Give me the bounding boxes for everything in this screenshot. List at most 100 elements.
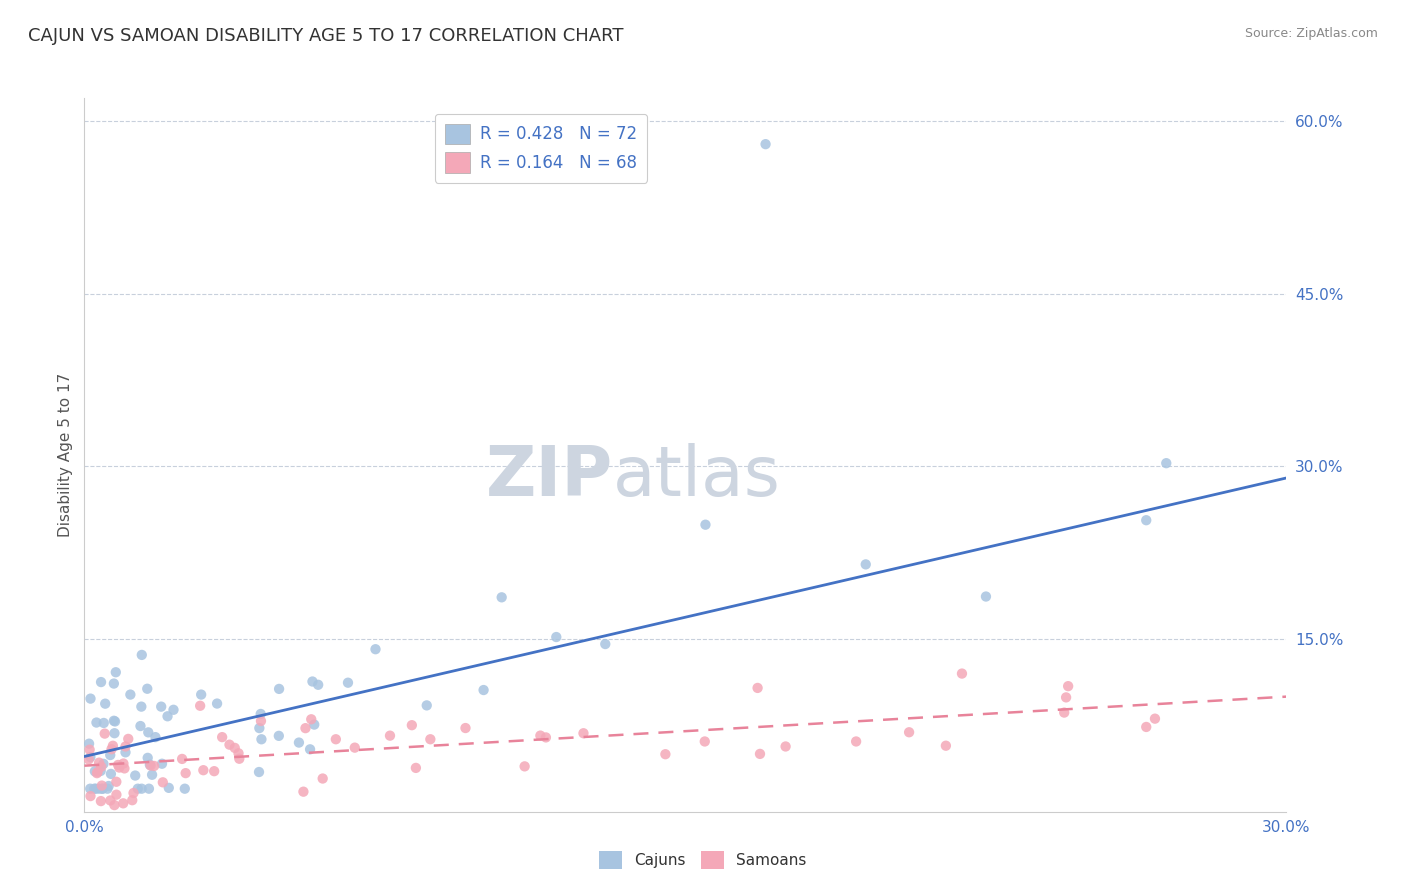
Point: [529, 729, 551, 743]
Point: [131, 781, 153, 796]
Point: [307, 678, 329, 692]
Point: [98, 793, 121, 807]
Point: [108, 760, 131, 774]
Point: [205, 697, 228, 711]
Point: [695, 517, 717, 532]
Point: [162, 703, 184, 717]
Point: [122, 786, 145, 800]
Point: [935, 739, 957, 753]
Point: [156, 709, 179, 723]
Text: atlas: atlas: [613, 442, 782, 510]
Point: [1143, 712, 1166, 726]
Point: [250, 714, 273, 728]
Point: [100, 767, 122, 781]
Point: [755, 137, 778, 152]
Point: [90, 779, 112, 793]
Point: [107, 758, 129, 772]
Point: [416, 698, 439, 713]
Point: [150, 756, 173, 771]
Point: [105, 788, 128, 802]
Point: [90, 675, 112, 690]
Legend: Cajuns, Samoans: Cajuns, Samoans: [593, 845, 813, 875]
Point: [250, 732, 273, 747]
Point: [152, 775, 174, 789]
Point: [90, 760, 112, 774]
Point: [249, 706, 271, 721]
Point: [103, 726, 125, 740]
Point: [103, 798, 125, 813]
Point: [454, 721, 477, 735]
Point: [114, 761, 136, 775]
Point: [775, 739, 797, 754]
Point: [83, 781, 105, 796]
Point: [513, 759, 536, 773]
Point: [98, 747, 121, 762]
Point: [1135, 720, 1157, 734]
Point: [247, 764, 270, 779]
Point: [100, 742, 122, 756]
Point: [950, 666, 973, 681]
Point: [224, 740, 246, 755]
Point: [188, 698, 211, 713]
Text: ZIP: ZIP: [486, 442, 613, 510]
Point: [749, 747, 772, 761]
Point: [299, 712, 322, 726]
Point: [247, 721, 270, 735]
Point: [101, 739, 124, 753]
Point: [325, 732, 347, 747]
Point: [79, 789, 101, 803]
Point: [136, 751, 159, 765]
Point: [974, 590, 997, 604]
Point: [93, 726, 115, 740]
Point: [301, 674, 323, 689]
Point: [94, 697, 117, 711]
Point: [86, 764, 108, 779]
Point: [595, 637, 617, 651]
Point: [292, 785, 315, 799]
Point: [172, 752, 194, 766]
Point: [228, 752, 250, 766]
Point: [91, 781, 114, 796]
Point: [91, 781, 114, 796]
Point: [96, 781, 118, 796]
Point: [97, 779, 120, 793]
Point: [89, 756, 111, 770]
Point: [654, 747, 676, 762]
Point: [90, 764, 112, 778]
Point: [79, 742, 101, 756]
Point: [93, 715, 115, 730]
Point: [336, 675, 359, 690]
Point: [138, 781, 160, 796]
Point: [190, 688, 212, 702]
Text: CAJUN VS SAMOAN DISABILITY AGE 5 TO 17 CORRELATION CHART: CAJUN VS SAMOAN DISABILITY AGE 5 TO 17 C…: [28, 27, 624, 45]
Point: [546, 630, 568, 644]
Point: [1156, 456, 1178, 470]
Point: [90, 794, 112, 808]
Point: [131, 648, 153, 662]
Text: Source: ZipAtlas.com: Source: ZipAtlas.com: [1244, 27, 1378, 40]
Point: [267, 681, 290, 696]
Point: [104, 665, 127, 680]
Point: [77, 737, 100, 751]
Point: [84, 781, 107, 796]
Point: [86, 715, 108, 730]
Point: [491, 591, 513, 605]
Point: [104, 714, 127, 729]
Point: [83, 764, 105, 779]
Point: [343, 740, 366, 755]
Point: [288, 735, 311, 749]
Point: [131, 699, 153, 714]
Point: [136, 681, 159, 696]
Point: [174, 766, 197, 780]
Point: [87, 781, 110, 796]
Point: [173, 781, 195, 796]
Point: [112, 756, 135, 771]
Point: [267, 729, 290, 743]
Point: [103, 676, 125, 690]
Point: [747, 681, 769, 695]
Point: [211, 730, 233, 744]
Point: [294, 721, 316, 735]
Point: [79, 781, 101, 796]
Point: [77, 752, 100, 766]
Point: [218, 738, 240, 752]
